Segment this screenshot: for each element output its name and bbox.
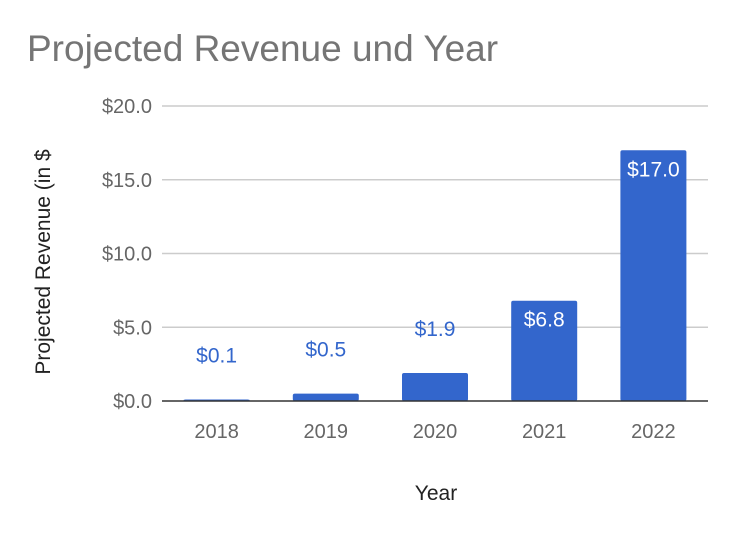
bar bbox=[292, 393, 359, 401]
x-tick-label: 2019 bbox=[304, 421, 349, 443]
chart-title: Projected Revenue und Year bbox=[27, 28, 499, 69]
x-tick-label: 2020 bbox=[413, 421, 458, 443]
x-tick-label: 2021 bbox=[522, 421, 567, 443]
y-tick-label: $15.0 bbox=[102, 170, 152, 192]
x-tick-label: 2018 bbox=[194, 421, 239, 443]
bar-data-label: $0.5 bbox=[305, 339, 346, 362]
y-tick-label: $20.0 bbox=[102, 96, 152, 118]
bar bbox=[402, 372, 468, 401]
bar-data-label: $0.1 bbox=[196, 345, 237, 368]
bar bbox=[511, 300, 578, 401]
bar bbox=[620, 150, 687, 401]
bar-data-label: $17.0 bbox=[627, 158, 680, 181]
y-tick-label: $0.0 bbox=[113, 391, 152, 413]
y-tick-label: $5.0 bbox=[113, 317, 152, 339]
x-axis-label: Year bbox=[414, 482, 458, 505]
x-tick-label: 2022 bbox=[631, 421, 676, 443]
bar-data-label: $6.8 bbox=[524, 309, 565, 332]
bar-data-label: $1.9 bbox=[415, 318, 456, 341]
y-tick-label: $10.0 bbox=[102, 244, 152, 266]
